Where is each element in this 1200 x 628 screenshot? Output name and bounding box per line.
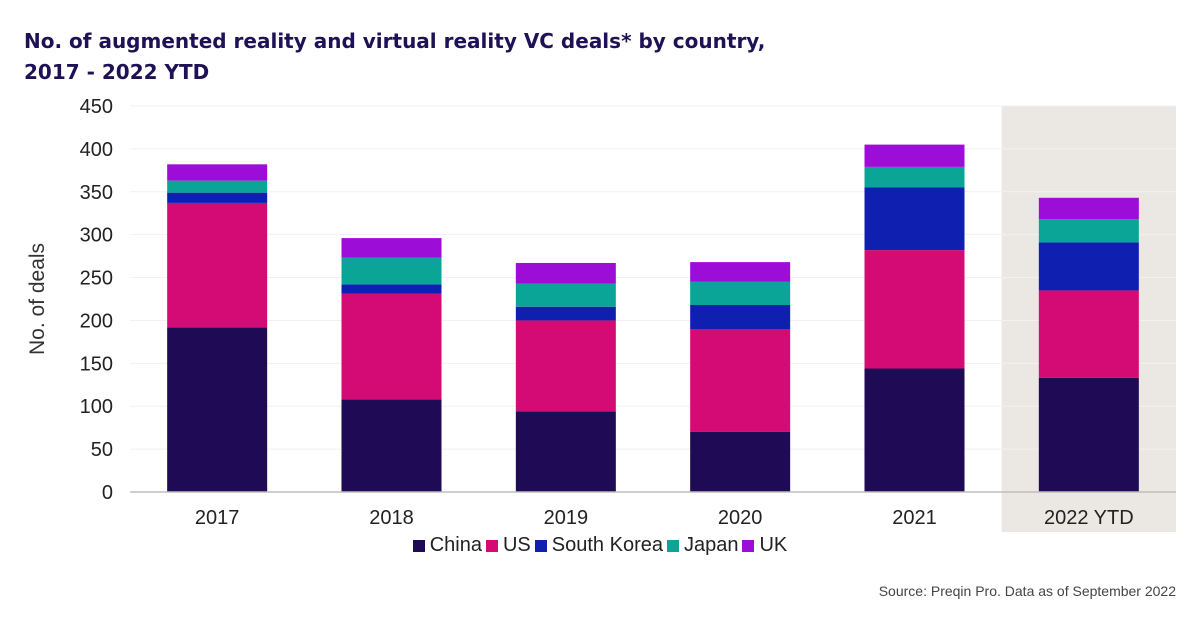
legend-item-us: US xyxy=(485,534,531,557)
bar-segment-china xyxy=(690,431,791,492)
x-tick-label: 2020 xyxy=(718,507,763,529)
x-tick-label: 2017 xyxy=(195,507,240,529)
bar-segment-south-korea xyxy=(515,306,616,321)
bar-segment-china xyxy=(341,399,442,492)
legend-label: China xyxy=(429,534,482,556)
bar-segment-uk xyxy=(690,262,791,282)
bar-segment-uk xyxy=(515,262,616,284)
legend-swatch xyxy=(485,539,498,552)
y-tick-label: 50 xyxy=(91,439,113,461)
chart-title-line-1: No. of augmented reality and virtual rea… xyxy=(24,29,766,53)
y-tick-label: 150 xyxy=(80,353,113,375)
bar-segment-japan xyxy=(167,180,268,193)
source-note: Source: Preqin Pro. Data as of September… xyxy=(878,583,1176,599)
y-tick-label: 0 xyxy=(102,482,113,504)
y-tick-label: 200 xyxy=(80,310,113,332)
chart-title-line-2: 2017 - 2022 YTD xyxy=(24,60,210,84)
chart-title: No. of augmented reality and virtual rea… xyxy=(24,26,924,88)
legend-swatch xyxy=(666,539,679,552)
bar-segment-south-korea xyxy=(341,284,442,294)
bar-segment-japan xyxy=(341,257,442,285)
bar-segment-china xyxy=(167,327,268,492)
chart-legend: China US South Korea Japan UK xyxy=(0,534,1200,558)
legend-label: UK xyxy=(759,534,788,556)
legend-item-uk: UK xyxy=(742,534,787,557)
legend-item-south-korea: South Korea xyxy=(534,534,663,557)
bar-segment-china xyxy=(864,368,965,492)
y-tick-label: 100 xyxy=(80,396,113,418)
x-tick-label: 2018 xyxy=(369,507,414,529)
bar-segment-us xyxy=(864,250,965,369)
bar-segment-uk xyxy=(167,164,268,181)
legend-swatch xyxy=(742,539,755,552)
bar-segment-south-korea xyxy=(167,192,268,203)
legend-item-japan: Japan xyxy=(666,534,739,557)
bar-segment-us xyxy=(690,329,791,432)
x-tick-label: 2021 xyxy=(892,507,937,529)
y-axis-label: No. of deals xyxy=(26,243,49,355)
bar-segment-japan xyxy=(690,281,791,306)
bar-segment-china xyxy=(515,411,616,492)
bar-segment-uk xyxy=(864,144,965,167)
legend-swatch xyxy=(534,539,547,552)
bar-segment-uk xyxy=(1038,197,1139,220)
legend-swatch xyxy=(412,539,425,552)
bar-segment-us xyxy=(341,293,442,400)
bar-segment-us xyxy=(167,202,268,328)
y-tick-label: 350 xyxy=(80,182,113,204)
bar-segment-south-korea xyxy=(864,187,965,251)
y-tick-label: 400 xyxy=(80,139,113,161)
bar-segment-japan xyxy=(864,166,965,188)
bar-segment-china xyxy=(1038,377,1139,492)
legend-label: US xyxy=(502,534,531,556)
bar-segment-us xyxy=(1038,290,1139,378)
x-tick-label: 2022 YTD xyxy=(1044,507,1134,529)
y-tick-label: 450 xyxy=(80,96,113,118)
bar-segment-japan xyxy=(1038,219,1139,243)
y-tick-label: 250 xyxy=(80,268,113,290)
legend-label: Japan xyxy=(683,534,739,556)
x-tick-label: 2019 xyxy=(544,507,589,529)
y-tick-label: 300 xyxy=(80,225,113,247)
bar-segment-japan xyxy=(515,283,616,307)
bar-segment-south-korea xyxy=(1038,242,1139,291)
bar-segment-us xyxy=(515,320,616,412)
bar-segment-uk xyxy=(341,238,442,258)
bar-segment-south-korea xyxy=(690,305,791,330)
legend-item-china: China xyxy=(412,534,482,557)
legend-label: South Korea xyxy=(551,534,663,556)
